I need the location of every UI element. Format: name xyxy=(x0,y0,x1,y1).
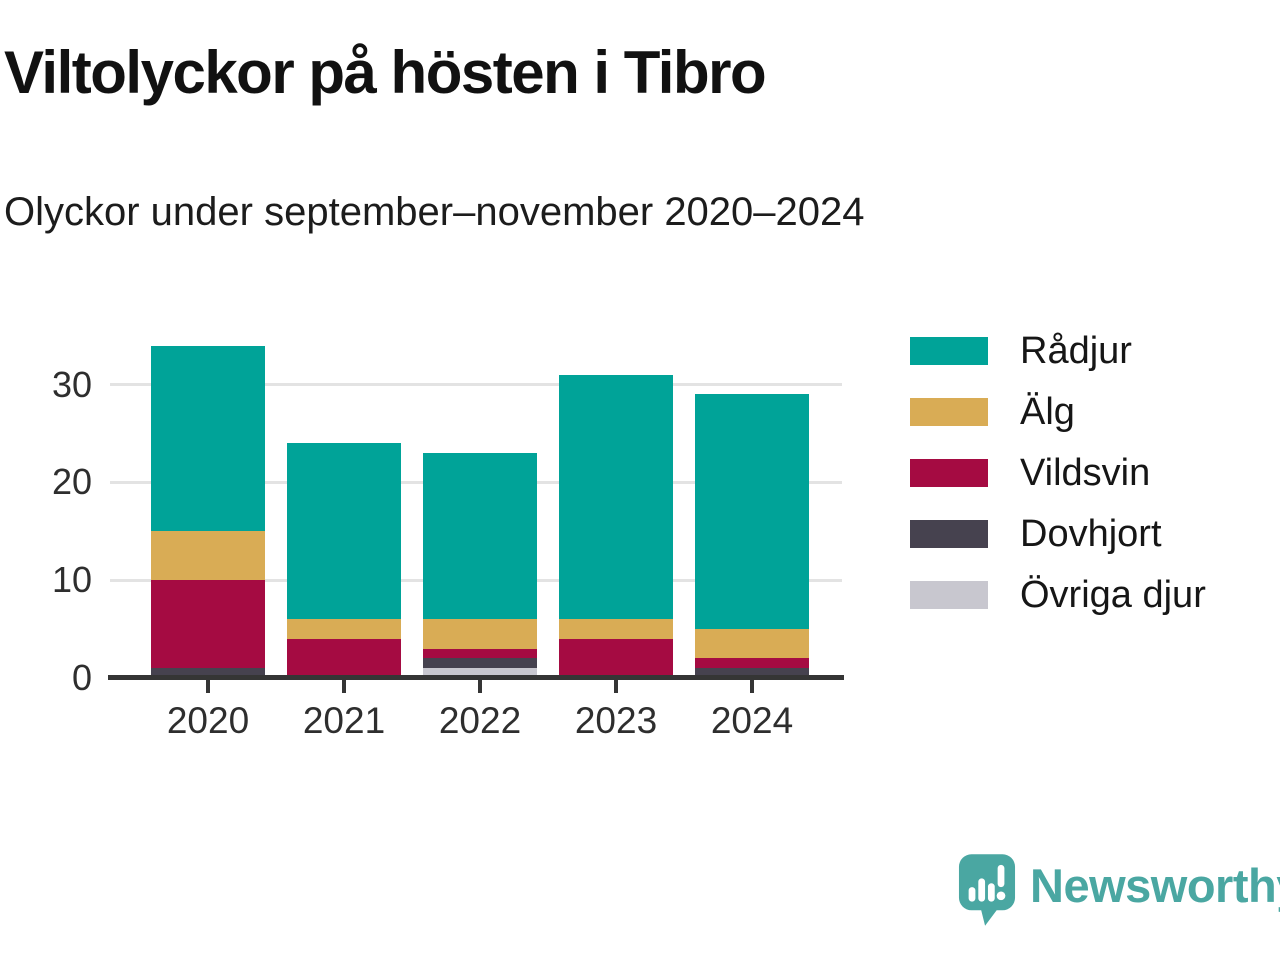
legend: Rådjur Älg Vildsvin Dovhjort Övriga djur xyxy=(910,332,1206,642)
newsworthy-logo: Newsworthy xyxy=(958,853,1280,927)
bar-2020 xyxy=(151,345,265,678)
x-tick-label: 2020 xyxy=(166,700,250,741)
bar-segment-dovhjort xyxy=(423,658,537,669)
legend-swatch-vildsvin xyxy=(910,459,988,487)
legend-item-övriga-djur: Övriga djur xyxy=(910,576,1206,614)
x-axis-tick xyxy=(342,680,346,693)
legend-item-älg: Älg xyxy=(910,393,1206,431)
chart-title: Viltolyckor på hösten i Tibro xyxy=(4,39,767,106)
y-tick-label: 20 xyxy=(51,461,92,503)
bar-2023 xyxy=(559,374,673,678)
bar-segment-övriga-djur xyxy=(423,668,537,678)
bar-segment-älg xyxy=(695,629,809,659)
brand-name: Newsworthy xyxy=(1030,858,1280,912)
legend-item-vildsvin: Vildsvin xyxy=(910,454,1206,492)
legend-label: Dovhjort xyxy=(1020,513,1162,555)
bar-segment-rådjur xyxy=(287,443,401,620)
plot-area xyxy=(110,335,842,678)
bar-segment-vildsvin xyxy=(559,638,673,678)
bar-2024 xyxy=(695,394,809,678)
y-tick-label: 0 xyxy=(71,657,92,698)
x-tick-label: 2021 xyxy=(302,700,386,741)
bar-segment-dovhjort xyxy=(151,668,265,678)
x-tick-label: 2023 xyxy=(574,700,658,741)
legend-label: Älg xyxy=(1020,391,1075,433)
legend-label: Rådjur xyxy=(1020,330,1132,372)
bar-segment-rådjur xyxy=(151,345,265,532)
x-tick-label: 2022 xyxy=(438,700,522,741)
bar-2022 xyxy=(423,453,537,678)
bar-segment-älg xyxy=(287,619,401,639)
x-axis-tick xyxy=(478,680,482,693)
bar-segment-rådjur xyxy=(559,374,673,620)
x-axis-line xyxy=(108,675,844,680)
bar-segment-älg xyxy=(559,619,673,639)
gridline-30 xyxy=(110,383,842,387)
chart-subtitle: Olyckor under september–november 2020–20… xyxy=(4,190,865,234)
stacked-bar-chart: 0 10 20 30 2020 2021 2022 2023 2024 xyxy=(0,335,1280,755)
bar-segment-älg xyxy=(423,619,537,649)
newsworthy-speech-bubble-bar-chart-icon xyxy=(958,854,1016,926)
bar-segment-vildsvin xyxy=(695,658,809,669)
y-tick-label: 10 xyxy=(51,559,92,601)
x-axis-tick xyxy=(206,680,210,693)
bar-segment-vildsvin xyxy=(151,580,265,669)
legend-item-dovhjort: Dovhjort xyxy=(910,515,1206,553)
bar-segment-dovhjort xyxy=(695,668,809,678)
legend-swatch-rådjur xyxy=(910,337,988,365)
bar-2021 xyxy=(287,443,401,678)
bar-segment-älg xyxy=(151,531,265,581)
bar-segment-rådjur xyxy=(423,453,537,620)
x-axis-tick xyxy=(614,680,618,693)
bar-segment-vildsvin xyxy=(287,638,401,678)
legend-swatch-övriga-djur xyxy=(910,581,988,609)
legend-swatch-dovhjort xyxy=(910,520,988,548)
bar-segment-rådjur xyxy=(695,394,809,630)
legend-label: Övriga djur xyxy=(1020,574,1206,616)
x-tick-label: 2024 xyxy=(710,700,794,741)
legend-label: Vildsvin xyxy=(1020,452,1151,494)
bar-segment-vildsvin xyxy=(423,648,537,659)
legend-swatch-älg xyxy=(910,398,988,426)
legend-item-rådjur: Rådjur xyxy=(910,332,1206,370)
x-axis-tick xyxy=(750,680,754,693)
y-tick-label: 30 xyxy=(51,363,92,405)
